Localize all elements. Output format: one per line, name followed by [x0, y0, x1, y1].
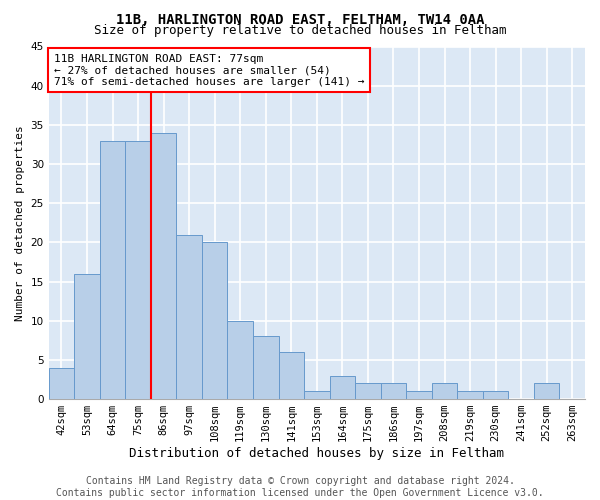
Bar [457, 391, 483, 399]
Bar [278, 352, 304, 399]
Bar [304, 391, 329, 399]
Bar [227, 320, 253, 399]
Bar [380, 384, 406, 399]
Bar [202, 242, 227, 399]
Text: 11B HARLINGTON ROAD EAST: 77sqm
← 27% of detached houses are smaller (54)
71% of: 11B HARLINGTON ROAD EAST: 77sqm ← 27% of… [54, 54, 365, 87]
Text: Contains HM Land Registry data © Crown copyright and database right 2024.
Contai: Contains HM Land Registry data © Crown c… [56, 476, 544, 498]
X-axis label: Distribution of detached houses by size in Feltham: Distribution of detached houses by size … [130, 447, 505, 460]
Bar [176, 234, 202, 399]
Y-axis label: Number of detached properties: Number of detached properties [15, 125, 25, 320]
Bar [49, 368, 74, 399]
Bar [125, 140, 151, 399]
Bar [100, 140, 125, 399]
Bar [151, 132, 176, 399]
Text: 11B, HARLINGTON ROAD EAST, FELTHAM, TW14 0AA: 11B, HARLINGTON ROAD EAST, FELTHAM, TW14… [116, 12, 484, 26]
Bar [432, 384, 457, 399]
Bar [355, 384, 380, 399]
Bar [253, 336, 278, 399]
Bar [329, 376, 355, 399]
Bar [534, 384, 559, 399]
Bar [74, 274, 100, 399]
Bar [483, 391, 508, 399]
Bar [406, 391, 432, 399]
Text: Size of property relative to detached houses in Feltham: Size of property relative to detached ho… [94, 24, 506, 37]
